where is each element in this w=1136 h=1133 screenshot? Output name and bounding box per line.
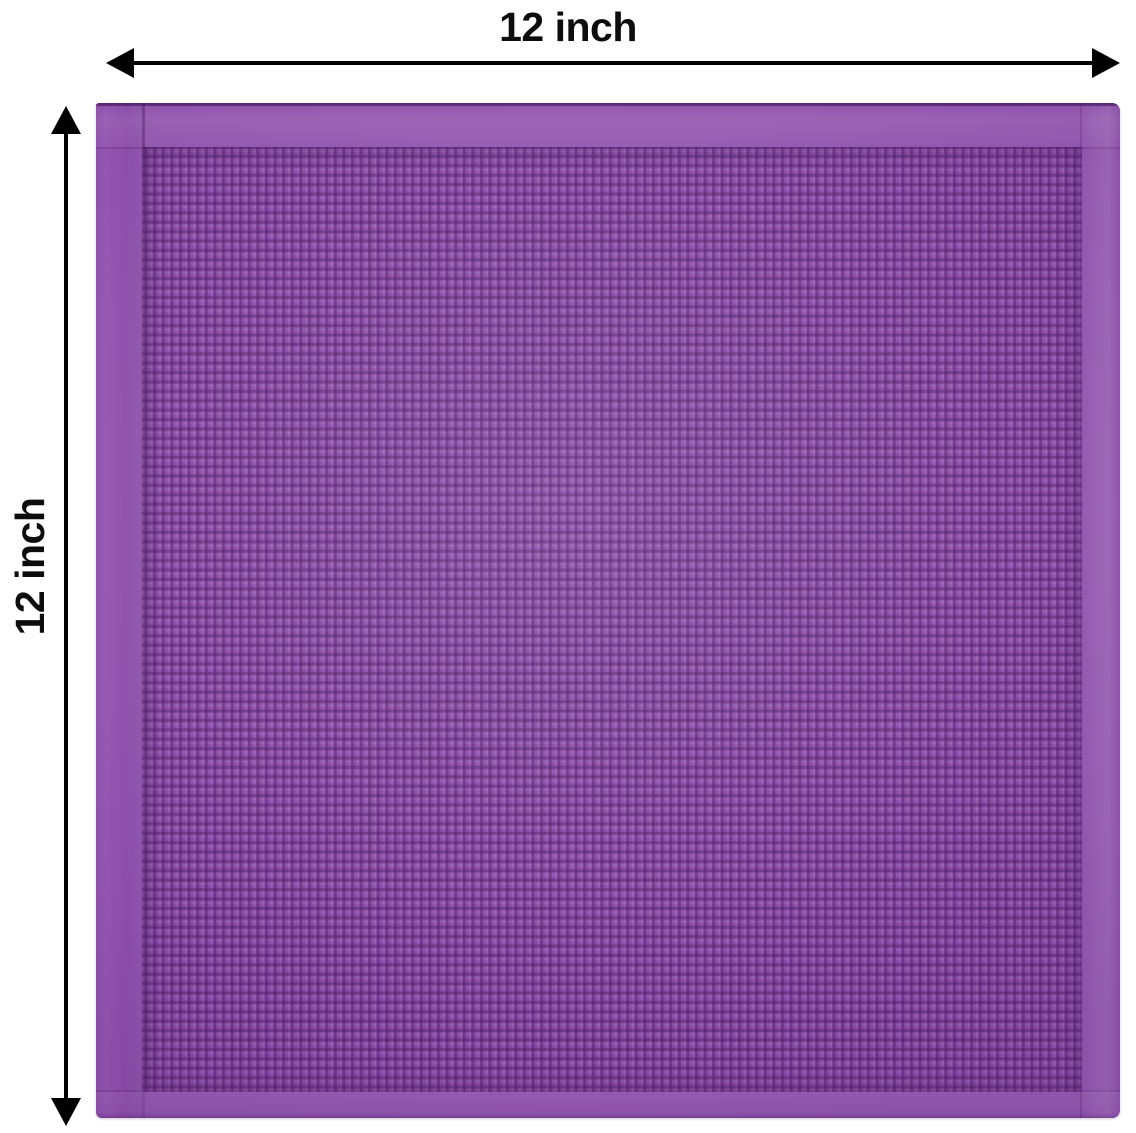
cloth-hem-top-sheen: [96, 103, 1120, 147]
cloth-hem-right-sheen: [1080, 103, 1120, 1118]
cloth-seam-top: [96, 147, 1120, 149]
width-arrow-right-icon: [1092, 48, 1120, 78]
width-dimension-line: [120, 61, 1106, 65]
width-arrow-left-icon: [106, 48, 134, 78]
cloth-seam-bottom: [96, 1090, 1120, 1092]
cloth-waffle-texture-field: [142, 147, 1082, 1092]
width-dimension-label: 12 inch: [499, 4, 637, 50]
product-image-waffle-cloth: [96, 103, 1120, 1118]
cloth-seam-right: [1080, 103, 1082, 1118]
height-arrow-down-icon: [51, 1098, 81, 1126]
cloth-seam-left: [142, 103, 145, 1118]
cloth-field-shading: [142, 147, 1082, 1092]
cloth-hem-bottom-sheen: [96, 1092, 1120, 1118]
height-dimension-label: 12 inch: [7, 497, 53, 636]
cloth-top-edge-line: [96, 103, 1120, 106]
height-dimension-line: [64, 122, 68, 1112]
height-arrow-up-icon: [51, 106, 81, 134]
